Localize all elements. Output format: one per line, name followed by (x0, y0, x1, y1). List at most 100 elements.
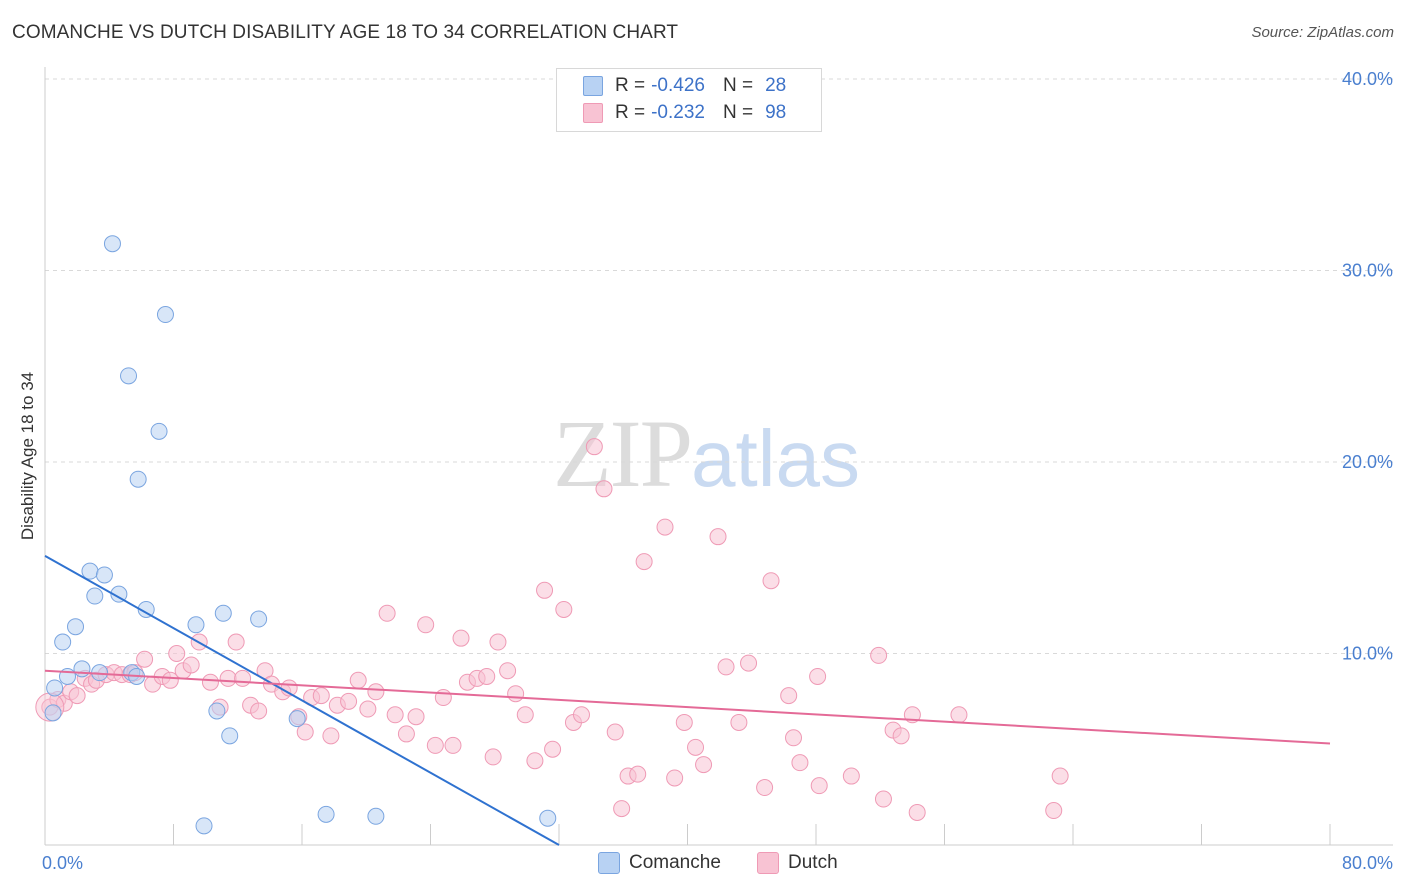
trend-lines (44, 554, 1331, 846)
dutch-point (201, 673, 219, 691)
y-tick-label: 20.0% (1342, 452, 1393, 472)
comanche-point (110, 585, 128, 603)
comanche-point (73, 660, 91, 678)
comanche-point (54, 633, 72, 651)
dutch-point (606, 723, 624, 741)
comanche-point (539, 809, 557, 827)
dutch-point (407, 708, 425, 726)
axes (44, 67, 1393, 846)
dutch-point (484, 748, 502, 766)
dutch-point (250, 702, 268, 720)
dutch-point (489, 633, 507, 651)
grid-lines (45, 78, 1393, 654)
legend-n-value: 28 (765, 75, 787, 96)
legend-r-value: -0.426 (651, 75, 705, 96)
dutch-point (227, 633, 245, 651)
legend-n-label: N = (722, 75, 754, 96)
comanche-point (317, 805, 335, 823)
dutch-point (892, 727, 910, 745)
dutch-point (349, 671, 367, 689)
legend-label-comanche: Comanche (629, 852, 721, 873)
dutch-point (687, 738, 705, 756)
dutch-point (572, 706, 590, 724)
comanche-series (44, 235, 557, 835)
dutch-point (499, 662, 517, 680)
dutch-point (635, 553, 653, 571)
legend-n-value: 98 (765, 102, 787, 123)
legend-item-comanche: Comanche (598, 852, 721, 874)
comanche-point (137, 600, 155, 618)
series-legend: Comanche Dutch (0, 852, 1406, 878)
dutch-point (516, 706, 534, 724)
dutch-point (452, 629, 470, 647)
comanche-point (208, 702, 226, 720)
dutch-point (136, 650, 154, 668)
legend-item-dutch: Dutch (757, 852, 838, 874)
dutch-point (219, 669, 237, 687)
dutch-point (595, 480, 613, 498)
dutch-point (585, 438, 603, 456)
dutch-point (656, 518, 674, 536)
y-tick-label: 30.0% (1342, 261, 1393, 281)
x-tick-label: 80.0% (1342, 853, 1393, 873)
source-credit: Source: ZipAtlas.com (1251, 24, 1394, 41)
comanche-point (367, 807, 385, 825)
dutch-point (168, 645, 186, 662)
dutch-point (359, 700, 377, 718)
legend-row-comanche: R = -0.426 N = 28 (583, 74, 786, 98)
watermark-zip: ZIP (553, 400, 693, 507)
dutch-point (397, 725, 415, 743)
dutch-point (695, 756, 713, 774)
x-tick-label: 0.0% (42, 853, 83, 873)
dutch-point (756, 779, 774, 797)
dutch-point (666, 769, 684, 787)
dutch-point (296, 723, 314, 741)
dutch-point (809, 667, 827, 685)
dutch-point (426, 736, 444, 754)
comanche-point (214, 604, 232, 622)
dutch-legend-swatch (757, 852, 779, 874)
dutch-point (478, 667, 496, 685)
dutch-point (444, 736, 462, 754)
comanche-point (95, 566, 113, 584)
dutch-point (950, 706, 968, 724)
comanche-point (129, 470, 147, 488)
y-tick-label: 40.0% (1342, 69, 1393, 89)
dutch-point (810, 777, 828, 795)
dutch-point (870, 646, 888, 664)
dutch-point (544, 740, 562, 758)
comanche-point (288, 710, 306, 728)
comanche-trend-line (44, 554, 560, 846)
chart-title: COMANCHE VS DUTCH DISABILITY AGE 18 TO 3… (12, 22, 679, 43)
dutch-point (908, 803, 926, 821)
legend-label-dutch: Dutch (788, 852, 838, 873)
comanche-point (81, 562, 99, 580)
dutch-point (312, 687, 330, 705)
dutch-point (340, 692, 358, 710)
dutch-swatch (583, 103, 603, 123)
dutch-point (874, 790, 892, 808)
comanche-point (44, 704, 62, 722)
comanche-point (187, 616, 205, 634)
comanche-point (250, 610, 268, 628)
dutch-point (526, 752, 544, 770)
legend-r-label: R = (615, 75, 646, 96)
dutch-point (730, 713, 748, 731)
comanche-point (103, 235, 121, 253)
dutch-point (555, 600, 573, 618)
dutch-point (322, 727, 340, 745)
dutch-point (161, 671, 179, 689)
dutch-point (434, 689, 452, 707)
dutch-point (675, 713, 693, 731)
legend-r-value: -0.232 (651, 102, 705, 123)
dutch-point (68, 687, 86, 705)
legend-r-label: R = (615, 102, 646, 123)
dutch-point (234, 669, 252, 687)
dutch-point (386, 706, 404, 724)
legend-row-dutch: R = -0.232 N = 98 (583, 101, 786, 125)
dutch-point (791, 754, 809, 772)
watermark-atlas: atlas (691, 414, 860, 503)
dutch-point (613, 800, 631, 818)
comanche-point (46, 679, 64, 697)
dutch-point (1051, 767, 1069, 785)
